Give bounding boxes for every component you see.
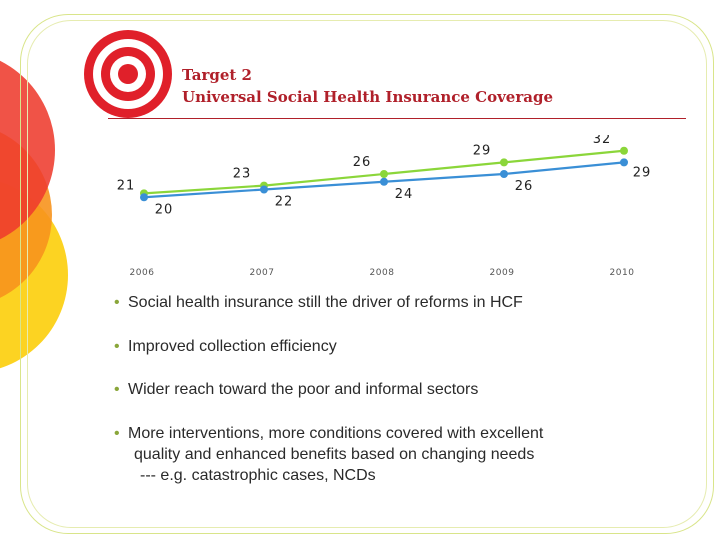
bullet-dot: • — [114, 381, 120, 398]
bullet-text: More interventions, more conditions cove… — [128, 425, 544, 442]
data-point — [500, 170, 508, 178]
bullet-item: • Wider reach toward the poor and informa… — [114, 379, 478, 400]
x-tick-label: 2010 — [610, 268, 635, 278]
slide-frame — [20, 14, 714, 534]
data-point — [380, 170, 388, 178]
bullet-item: • More interventions, more conditions cov… — [114, 423, 543, 444]
bullet-dot: • — [114, 338, 120, 355]
x-tick-label: 2008 — [370, 268, 395, 278]
title-target: Target 2 — [182, 66, 252, 84]
data-point — [500, 158, 508, 167]
data-label: 32 — [593, 135, 612, 147]
bullet-text: Wider reach toward the poor and informal… — [128, 381, 479, 398]
data-label: 26 — [353, 155, 372, 170]
data-label: 23 — [233, 167, 252, 182]
x-tick-label: 2009 — [490, 268, 515, 278]
bullet-continuation: quality and enhanced benefits based on c… — [134, 446, 535, 463]
slide-frame-inner — [27, 20, 707, 528]
data-point — [260, 185, 268, 194]
x-tick-label: 2006 — [130, 268, 155, 278]
coverage-line-chart: 21 23 26 29 32 20 22 24 26 29 2006 2007 2008 2009 2010 — [117, 135, 652, 278]
bullet-item: • Social health insurance still the drive… — [114, 292, 523, 313]
data-label: 29 — [633, 165, 652, 180]
data-point — [620, 158, 628, 167]
bullet-dot: • — [114, 294, 120, 311]
bullet-continuation: --- e.g. catastrophic cases, NCDs — [140, 467, 376, 484]
data-point — [620, 146, 628, 155]
x-tick-label: 2007 — [250, 268, 275, 278]
data-label: 29 — [473, 143, 492, 158]
data-point — [380, 177, 388, 186]
data-label: 20 — [155, 202, 174, 217]
data-label: 21 — [117, 178, 136, 193]
data-point — [140, 193, 148, 202]
data-label: 24 — [395, 187, 414, 202]
bullet-text: Social health insurance still the driver… — [128, 294, 523, 311]
bullseye-icon — [84, 30, 172, 118]
bullet-dot: • — [114, 425, 120, 442]
bullet-item: • Improved collection efficiency — [114, 336, 337, 357]
title-subtitle: Universal Social Health Insurance Covera… — [182, 88, 553, 106]
data-label: 26 — [515, 179, 534, 194]
data-label: 22 — [275, 195, 294, 210]
title-block: Target 2 Universal Social Health Insuran… — [182, 64, 553, 108]
bullet-text: Improved collection efficiency — [128, 338, 337, 355]
title-divider — [108, 118, 686, 119]
